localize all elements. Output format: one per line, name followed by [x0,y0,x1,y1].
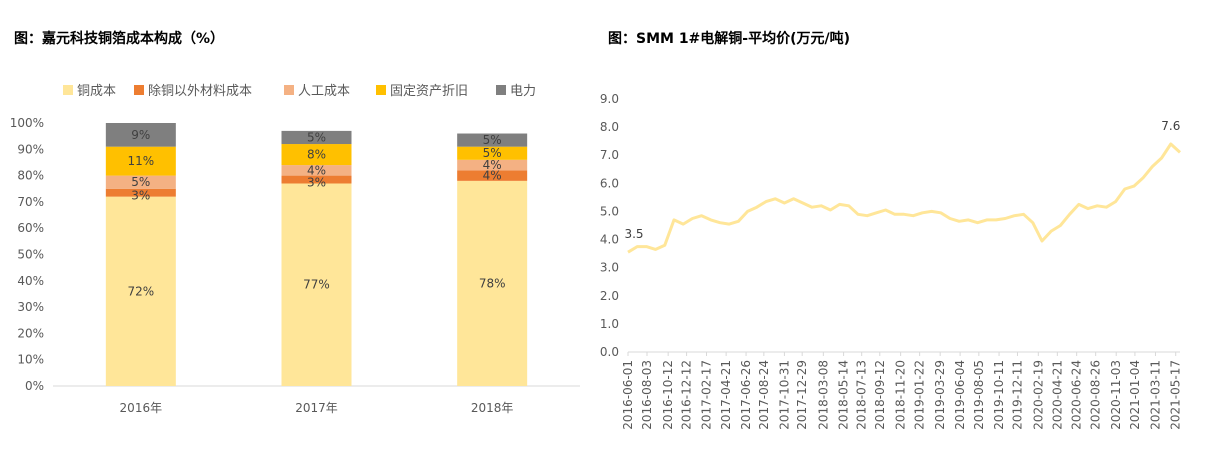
y-tick-label: 3.0 [600,261,619,275]
x-tick-label: 2018年 [471,401,514,415]
line-data-label: 7.6 [1161,119,1180,133]
x-tick-label: 2018-09-12 [873,360,887,430]
y-tick-label: 8.0 [600,120,619,134]
y-tick-label: 40% [17,274,44,288]
x-tick-label: 2017-02-17 [700,360,714,430]
y-tick-label: 1.0 [600,317,619,331]
x-tick-label: 2020-06-24 [1070,360,1084,430]
x-tick-label: 2019-03-29 [933,360,947,430]
x-tick-label: 2020-11-03 [1109,360,1123,430]
legend-swatch-4 [496,85,506,95]
x-tick-label: 2016-06-01 [621,360,635,430]
y-tick-label: 0.0 [600,345,619,359]
bar-segment [457,159,528,171]
bar-data-label: 5% [483,146,502,160]
bar-segment [105,123,176,147]
bar-data-label: 11% [127,154,154,168]
x-tick-label: 2017-06-26 [739,360,753,430]
x-tick-label: 2019-10-11 [992,360,1006,430]
y-tick-label: 60% [17,221,44,235]
x-tick-label: 2018-07-13 [855,360,869,430]
x-tick-label: 2021-01-04 [1128,360,1142,430]
bar-data-label: 5% [131,175,150,189]
bar-data-label: 8% [307,148,326,162]
x-tick-label: 2020-04-21 [1050,360,1064,430]
x-tick-label: 2018-11-20 [894,360,908,430]
bar-segment [457,170,528,181]
y-tick-label: 80% [17,169,44,183]
bar-data-label: 3% [131,189,150,203]
x-tick-label: 2021-05-17 [1169,360,1183,430]
y-tick-label: 6.0 [600,176,619,190]
bar-data-label: 3% [307,176,326,190]
bar-segment [457,146,528,160]
bar-data-label: 4% [483,158,502,172]
bar-segment [105,188,176,197]
right-chart-title: 图：SMM 1#电解铜-平均价(万元/吨) [608,31,851,47]
legend-label-1: 除铜以外材料成本 [148,84,252,99]
x-tick-label: 2019-08-05 [972,360,986,430]
x-tick-label: 2020-08-26 [1089,360,1103,430]
line-data-label: 3.5 [624,227,643,241]
legend-swatch-2 [284,85,294,95]
x-tick-label: 2016-12-12 [680,360,694,430]
y-tick-label: 5.0 [600,204,619,218]
x-tick-label: 2018-03-08 [816,360,830,430]
x-tick-label: 2019-01-22 [913,360,927,430]
y-tick-label: 30% [17,300,44,314]
legend-swatch-0 [63,85,73,95]
legend-label-0: 铜成本 [77,84,116,99]
price-line [627,142,1182,254]
bar-data-label: 5% [483,133,502,147]
x-tick-label: 2017-04-21 [719,360,733,430]
bar-data-label: 78% [479,276,506,290]
y-tick-label: 100% [10,116,44,130]
bar-segment [457,180,528,386]
y-tick-label: 90% [17,142,44,156]
bar-segment [281,183,352,386]
bar-data-label: 5% [307,130,326,144]
bar-data-label: 4% [307,163,326,177]
bar-data-label: 9% [131,128,150,142]
left-chart-title: 图：嘉元科技铜箔成本构成（%） [14,31,225,47]
bar-segment [281,144,352,166]
bar-segment [105,175,176,189]
legend-label-4: 电力 [510,84,536,99]
x-tick-label: 2016-08-03 [640,360,654,430]
x-tick-label: 2019-12-11 [1010,360,1024,430]
x-tick-label: 2016年 [120,401,163,415]
x-tick-label: 2017年 [295,401,338,415]
x-tick-label: 2020-02-19 [1031,360,1045,430]
bar-data-label: 72% [127,284,154,298]
x-tick-label: 2016-10-12 [661,360,675,430]
x-tick-label: 2017-08-24 [757,360,771,430]
bar-data-label: 77% [303,278,330,292]
y-tick-label: 2.0 [600,289,619,303]
x-tick-label: 2018-05-14 [837,360,851,430]
bar-segment [457,133,528,147]
y-tick-label: 4.0 [600,233,619,247]
bar-segment [105,196,176,386]
y-tick-label: 0% [25,379,44,393]
y-tick-label: 7.0 [600,148,619,162]
bar-segment [281,130,352,145]
y-tick-label: 20% [17,326,44,340]
bar-segment [105,146,176,176]
legend-swatch-1 [134,85,144,95]
legend-label-2: 人工成本 [298,84,350,99]
y-tick-label: 9.0 [600,92,619,106]
x-tick-label: 2017-10-31 [777,360,791,430]
bar-data-label: 4% [483,169,502,183]
x-tick-label: 2021-03-11 [1148,360,1162,430]
legend-label-3: 固定资产折旧 [390,84,468,99]
y-tick-label: 10% [17,353,44,367]
bar-segment [281,165,352,176]
x-tick-label: 2017-12-29 [795,360,809,430]
y-tick-label: 50% [17,248,44,262]
y-tick-label: 70% [17,195,44,209]
legend-swatch-3 [376,85,386,95]
bar-segment [281,175,352,184]
x-tick-label: 2019-06-04 [953,360,967,430]
